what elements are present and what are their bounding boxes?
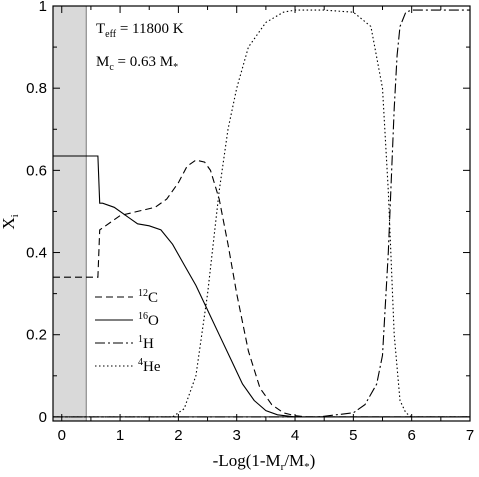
- legend-label-4He: 4He: [138, 357, 161, 375]
- y-tick-label: 0.8: [26, 80, 47, 97]
- x-tick-label: 1: [116, 427, 124, 444]
- legend-label-16O: 16O: [138, 311, 159, 329]
- axes: 0 1 2 3 4 5 6 7 0 0.2 0.4 0.6 0.8 1: [26, 0, 474, 444]
- legend: 12C 16O 1H 4He: [95, 288, 161, 375]
- series-12C: [53, 159, 470, 418]
- annotations: Teff = 11800 K Mc = 0.63 M*: [96, 21, 184, 73]
- y-tick-label: 0.6: [26, 162, 47, 179]
- mc-annotation: Mc = 0.63 M*: [96, 54, 178, 73]
- y-tick-label: 0: [39, 409, 47, 426]
- legend-label-1H: 1H: [138, 334, 154, 352]
- series-1H: [53, 9, 470, 418]
- x-tick-label: 6: [408, 427, 416, 444]
- y-tick-label: 0.2: [26, 327, 47, 344]
- teff-annotation: Teff = 11800 K: [96, 21, 184, 40]
- y-tick-label: 1: [39, 0, 47, 15]
- x-tick-label: 5: [349, 427, 357, 444]
- x-tick-label: 3: [233, 427, 241, 444]
- plot-area: [53, 6, 470, 421]
- series-group: [53, 9, 470, 418]
- x-tick-label: 0: [58, 427, 66, 444]
- y-tick-label: 0.4: [26, 245, 47, 262]
- shaded-region: [53, 6, 87, 421]
- x-axis-title: -Log(1-Mr/M*): [213, 451, 316, 473]
- plot-frame: [52, 5, 471, 422]
- x-tick-label: 4: [291, 427, 299, 444]
- legend-label-12C: 12C: [138, 288, 158, 306]
- series-4He: [53, 9, 470, 418]
- x-tick-label: 2: [174, 427, 182, 444]
- series-16O: [53, 155, 470, 418]
- x-tick-label: 7: [466, 427, 474, 444]
- y-axis-title: Xi: [0, 214, 21, 229]
